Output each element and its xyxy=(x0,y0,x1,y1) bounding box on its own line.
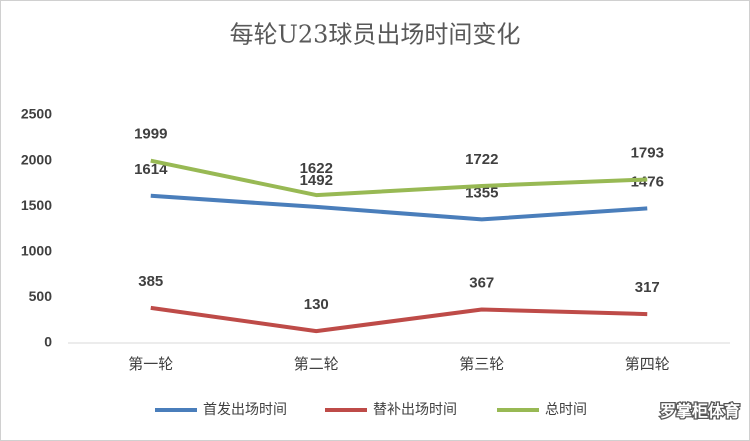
watermark: 罗掌柜体育 xyxy=(660,402,740,421)
series-line xyxy=(150,193,648,222)
series-line xyxy=(150,158,648,198)
x-tick-label: 第四轮 xyxy=(625,355,670,373)
x-tick-label: 第一轮 xyxy=(128,355,173,373)
chart-title: 每轮U23球员出场时间变化 xyxy=(230,21,521,49)
data-label: 1355 xyxy=(465,184,498,201)
x-tick-label: 第二轮 xyxy=(294,355,339,373)
legend-label: 替补出场时间 xyxy=(373,402,457,418)
y-tick-label: 1500 xyxy=(21,197,52,213)
y-tick-label: 0 xyxy=(44,334,52,350)
series-line xyxy=(150,305,648,334)
y-tick-label: 2000 xyxy=(21,151,52,167)
data-label: 1999 xyxy=(134,126,167,143)
data-label: 385 xyxy=(138,273,163,290)
data-label: 1614 xyxy=(134,161,168,178)
data-label: 1793 xyxy=(631,144,664,161)
y-tick-label: 2500 xyxy=(21,106,52,122)
data-label: 317 xyxy=(635,279,660,296)
data-label: 1492 xyxy=(300,172,333,189)
data-label: 1722 xyxy=(465,151,498,168)
legend-label: 首发出场时间 xyxy=(203,402,287,418)
y-tick-label: 500 xyxy=(29,288,53,304)
data-label: 367 xyxy=(469,274,494,291)
data-label: 1476 xyxy=(631,173,664,190)
legend-label: 总时间 xyxy=(545,402,587,418)
x-tick-label: 第三轮 xyxy=(459,355,504,373)
data-label: 1622 xyxy=(300,160,333,177)
y-tick-label: 1000 xyxy=(21,243,52,259)
data-label: 130 xyxy=(304,296,329,313)
